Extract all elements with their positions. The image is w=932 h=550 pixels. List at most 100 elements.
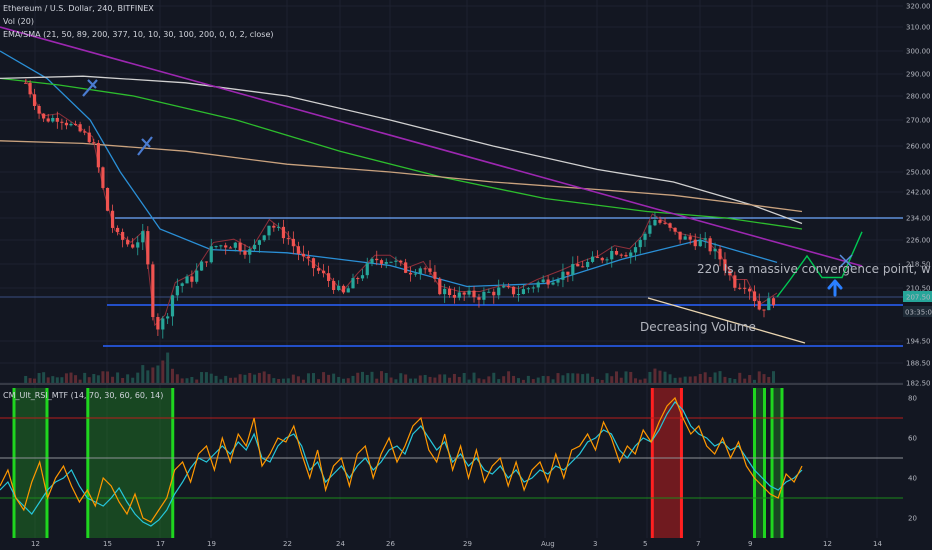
date-tick-label: 12	[823, 540, 832, 548]
volume-bar	[728, 378, 732, 383]
volume-bar	[200, 372, 204, 383]
volume-bar	[615, 371, 618, 383]
volume-bar	[185, 378, 189, 383]
volume-bar	[106, 371, 110, 383]
volume-bar	[571, 373, 575, 383]
volume-bar	[24, 375, 28, 383]
volume-bar	[658, 370, 662, 383]
price-tick-label: 188.50	[906, 360, 931, 368]
price-tick-label: 270.00	[906, 117, 931, 125]
candle-body	[370, 258, 374, 264]
volume-bar	[380, 371, 383, 383]
candle-body	[581, 266, 585, 268]
candle-body	[37, 105, 41, 114]
volume-bar	[433, 377, 437, 383]
volume-bar	[248, 372, 252, 383]
rsi-pane	[0, 388, 903, 538]
candle-body	[190, 276, 194, 282]
volume-bar	[253, 374, 257, 383]
volume-bar	[384, 372, 388, 383]
volume-bar	[301, 379, 305, 383]
price-tick-label: 242.00	[906, 189, 931, 197]
volume-bar	[312, 373, 315, 383]
candle-body	[399, 260, 403, 263]
volume-bar	[718, 371, 722, 383]
candle-body	[126, 239, 130, 245]
candle-body	[614, 250, 619, 255]
candle-body	[92, 142, 96, 144]
candle-body	[60, 121, 64, 123]
volume-bar	[467, 379, 471, 383]
candle-body	[291, 238, 295, 247]
price-tick-label: 290.00	[906, 71, 931, 79]
candle-body	[733, 275, 737, 288]
convergence-annotation: 220 Is a massive convergence point, wi	[697, 262, 932, 276]
volume-bar	[698, 373, 702, 383]
candle-body	[228, 247, 233, 249]
countdown-badge-text: 03:35:07	[905, 309, 932, 317]
volume-bar	[591, 376, 595, 383]
candle-body	[24, 82, 28, 84]
candle-body	[311, 258, 316, 269]
volume-bar	[462, 373, 466, 383]
candle-body	[156, 317, 160, 330]
candle-body	[752, 291, 757, 302]
volume-bar	[634, 378, 637, 383]
volume-bar	[536, 377, 540, 383]
volume-bar	[136, 372, 140, 383]
volume-bar	[561, 375, 565, 383]
price-badge	[903, 291, 932, 302]
candle-body	[78, 124, 82, 132]
volume-bar	[356, 372, 360, 383]
volume-bar	[492, 372, 496, 383]
volume-bar	[512, 375, 516, 383]
volume-bar	[738, 372, 742, 383]
price-tick-label: 310.00	[906, 24, 931, 32]
volume-annotation: Decreasing Volume	[640, 320, 756, 334]
candle-body	[116, 227, 120, 232]
candle-body	[337, 285, 341, 291]
volume-bar	[399, 373, 403, 383]
volume-bar	[581, 374, 585, 383]
candle-body	[467, 290, 471, 295]
volume-bar	[663, 371, 667, 383]
candle-body	[252, 244, 257, 250]
candle-body	[131, 244, 135, 248]
volume-bar	[526, 375, 530, 383]
volume-bar	[531, 379, 535, 383]
volume-bar	[708, 377, 712, 383]
candle-body	[624, 255, 628, 257]
date-tick-label: 3	[593, 540, 597, 548]
rsi-zone	[652, 388, 682, 538]
volume-bar	[753, 379, 756, 383]
candle-body	[151, 264, 155, 318]
candle-body	[233, 242, 237, 248]
volume-bar	[551, 379, 555, 383]
candle-body	[658, 220, 662, 223]
volume-bar	[605, 373, 609, 383]
candle-body	[663, 222, 667, 224]
candle-body	[541, 279, 545, 283]
volume-bar	[521, 379, 525, 383]
volume-bar	[566, 373, 570, 383]
candle-body	[83, 131, 87, 133]
rsi-tick-label: 80	[908, 395, 917, 403]
volume-bar	[409, 378, 413, 383]
candle-body	[526, 288, 530, 290]
volume-bar	[87, 377, 91, 383]
candle-body	[175, 285, 179, 296]
candle-body	[762, 309, 766, 311]
candle-body	[521, 289, 526, 295]
candle-body	[375, 258, 379, 261]
volume-bar	[619, 377, 623, 383]
candle-body	[703, 238, 707, 240]
moving-averages	[0, 50, 803, 327]
rsi-zone	[14, 388, 47, 538]
rsi-tick-label: 40	[908, 475, 917, 483]
candle-body	[272, 225, 276, 228]
candle-body	[73, 123, 78, 125]
candle-body	[433, 271, 437, 279]
candle-body	[204, 261, 209, 263]
candle-body	[209, 246, 213, 263]
